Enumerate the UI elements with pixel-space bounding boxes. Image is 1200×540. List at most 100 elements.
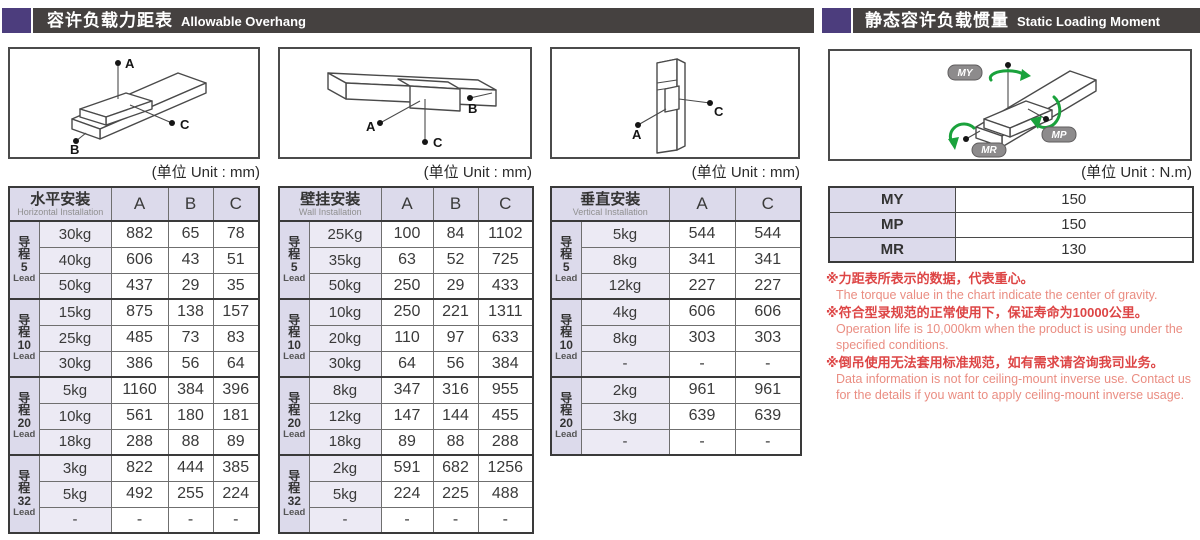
diagram-loading-moment: MY MP MR xyxy=(828,49,1192,161)
lead-number: 32 xyxy=(17,493,31,508)
value-cell: 384 xyxy=(167,376,214,404)
table-row: 35kg 63 52 725 xyxy=(279,246,534,274)
value-cell: 341 xyxy=(668,246,736,274)
value-cell: 181 xyxy=(212,402,260,430)
value-cell: 606 xyxy=(110,246,169,274)
point-a-label: A xyxy=(632,127,642,142)
section-header-moment: 静态容许负载惯量 Static Loading Moment xyxy=(853,8,1200,33)
load-cell: 2kg xyxy=(308,454,382,482)
lead-number: 20 xyxy=(17,415,31,430)
table-row: 导程 32 Lead 2kg 591 682 1256 xyxy=(278,454,534,534)
table-row: ---- xyxy=(9,506,260,534)
table-title-cell: 垂直安装 Vertical Installation xyxy=(550,186,670,222)
value-cell: 147 xyxy=(380,402,434,430)
lead-label-cn: 导程 xyxy=(560,234,573,262)
table-row: 导程 10 Lead 4kg 606 606 xyxy=(550,298,802,378)
value-cell: 89 xyxy=(212,428,260,456)
value-cell: - xyxy=(477,506,534,534)
lead-label-en: Lead xyxy=(13,428,36,440)
footnote-item: ※符合型录规范的正常使用下，保证寿命为10000公里。 Operation li… xyxy=(826,304,1200,353)
moment-value-mp: 150 xyxy=(954,211,1194,238)
value-cell: 78 xyxy=(212,220,260,248)
lead-group-cell: 导程 10 Lead xyxy=(8,298,40,378)
moment-label-mp: MP xyxy=(828,211,956,238)
value-cell: 396 xyxy=(212,376,260,404)
value-cell: 488 xyxy=(477,480,534,508)
lead-label-cn: 导程 xyxy=(18,468,31,496)
value-cell: 56 xyxy=(432,350,479,378)
value-cell: - xyxy=(110,506,169,534)
point-b-label: B xyxy=(468,101,477,116)
value-cell: 882 xyxy=(110,220,169,248)
load-cell: 12kg xyxy=(308,402,382,430)
value-cell: 725 xyxy=(477,246,534,274)
value-cell: 227 xyxy=(668,272,736,300)
table-row: --- xyxy=(551,350,802,378)
table-row: 12kg 227 227 xyxy=(551,272,802,300)
value-cell: 51 xyxy=(212,246,260,274)
table-title-cell: 水平安装 Horizontal Installation xyxy=(8,186,112,222)
value-cell: 29 xyxy=(432,272,479,300)
table-row: 30kg 64 56 384 xyxy=(279,350,534,378)
table-header-row: 水平安装 Horizontal Installation A B C xyxy=(8,186,260,222)
load-cell: 30kg xyxy=(38,220,112,248)
load-cell: 30kg xyxy=(38,350,112,378)
footnote-cn: ※力距表所表示的数据，代表重心。 xyxy=(826,271,1034,286)
column-header-c: C xyxy=(734,186,802,222)
footnote-item: ※力距表所表示的数据，代表重心。 The torque value in the… xyxy=(826,270,1200,303)
value-cell: 1160 xyxy=(110,376,169,404)
point-b-label: B xyxy=(70,142,79,157)
overhang-table-vertical: 垂直安装 Vertical Installation A C 导程 5 Lead 5k… xyxy=(550,186,803,456)
load-cell: 40kg xyxy=(38,246,112,274)
value-cell: 341 xyxy=(734,246,802,274)
load-cell: 50kg xyxy=(308,272,382,300)
footnote-en: The torque value in the chart indicate t… xyxy=(836,288,1158,302)
value-cell: 606 xyxy=(734,298,802,326)
table-row: 导程 10 Lead 10kg 250 221 1311 xyxy=(278,298,534,378)
load-cell: - xyxy=(308,506,382,534)
load-cell: 2kg xyxy=(580,376,670,404)
table-row: 18kg 89 88 288 xyxy=(279,428,534,456)
table-row: 25kg 485 73 83 xyxy=(9,324,260,352)
moment-value-mr: 130 xyxy=(954,236,1194,263)
lead-label-en: Lead xyxy=(13,272,36,284)
value-cell: 437 xyxy=(110,272,169,300)
value-cell: 89 xyxy=(380,428,434,456)
point-c-label: C xyxy=(433,135,443,150)
section-title-cn: 容许负载力距表 xyxy=(47,11,173,30)
table-row: 导程 5 Lead 25Kg 100 84 1102 xyxy=(278,220,534,300)
lead-label-en: Lead xyxy=(13,350,36,362)
lead-number: 5 xyxy=(290,259,298,274)
value-cell: 303 xyxy=(734,324,802,352)
lead-label-en: Lead xyxy=(555,350,578,362)
table-row: 10kg 561 180 181 xyxy=(9,402,260,430)
rail-isometric-drawing: B A C xyxy=(327,72,497,150)
load-cell: 10kg xyxy=(38,402,112,430)
value-cell: 88 xyxy=(432,428,479,456)
table-row: 30kg 386 56 64 xyxy=(9,350,260,378)
value-cell: 100 xyxy=(380,220,434,248)
table-row: 导程 10 Lead 15kg 875 138 157 xyxy=(8,298,260,378)
value-cell: 110 xyxy=(380,324,434,352)
table-row: 导程 20 Lead 2kg 961 961 xyxy=(550,376,802,456)
table-title-cn: 水平安装 xyxy=(30,190,91,208)
load-cell: 8kg xyxy=(308,376,382,404)
point-a-label: A xyxy=(366,119,376,134)
table-row: 导程 20 Lead 8kg 347 316 955 xyxy=(278,376,534,456)
lead-number: 20 xyxy=(559,415,573,430)
diagram-vertical-installation: A C xyxy=(550,47,800,159)
value-cell: 347 xyxy=(380,376,434,404)
load-cell: 18kg xyxy=(308,428,382,456)
lead-label-en: Lead xyxy=(13,506,36,518)
value-cell: 56 xyxy=(167,350,214,378)
value-cell: 65 xyxy=(167,220,214,248)
table-row: 40kg 606 43 51 xyxy=(9,246,260,274)
accent-square-right xyxy=(822,8,851,33)
value-cell: 64 xyxy=(212,350,260,378)
section-header-overhang: 容许负载力距表 Allowable Overhang xyxy=(33,8,814,33)
lead-group-cell: 导程 10 Lead xyxy=(278,298,310,378)
table-title-en: Wall Installation xyxy=(298,207,362,218)
lead-label-cn: 导程 xyxy=(560,312,573,340)
value-cell: 955 xyxy=(477,376,534,404)
